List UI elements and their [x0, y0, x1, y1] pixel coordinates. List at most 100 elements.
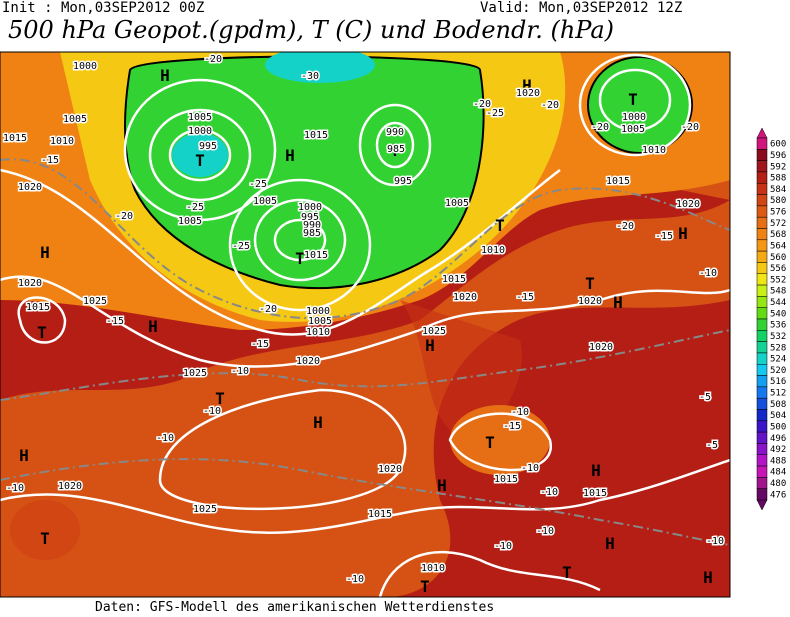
colorbar-label: 544: [770, 298, 786, 308]
contour-label: 1010: [481, 245, 505, 256]
contour-label: 1010: [50, 136, 74, 147]
pressure-center: T: [585, 274, 595, 293]
contour-label: -10: [203, 406, 221, 417]
colorbar-label: 564: [770, 241, 786, 251]
contour-label: 1020: [58, 481, 82, 492]
contour-label: 1005: [308, 316, 332, 327]
contour-label: -30: [301, 71, 319, 82]
colorbar-label: 504: [770, 411, 786, 421]
pressure-center: T: [215, 389, 225, 408]
colorbar-swatch: [756, 194, 768, 207]
colorbar-swatch: [756, 205, 768, 218]
colorbar-label: 532: [770, 332, 786, 342]
contour-label: 990: [303, 220, 321, 231]
colorbar-label: 560: [770, 253, 786, 263]
pressure-center: H: [437, 476, 447, 495]
colorbar-label: 552: [770, 275, 786, 285]
contour-label: -20: [591, 122, 609, 133]
contour-label: 1025: [83, 296, 107, 307]
contour-label: 995: [199, 141, 217, 152]
contour-label: 1015: [304, 130, 328, 141]
colorbar-label: 508: [770, 400, 786, 410]
contour-label: -15: [503, 421, 521, 432]
contour-label: 985: [387, 144, 405, 155]
pressure-center: T: [495, 216, 505, 235]
colorbar-swatch: [756, 273, 768, 286]
pressure-center: T: [420, 577, 430, 596]
pressure-center: H: [285, 146, 295, 165]
contour-label: -10: [521, 463, 539, 474]
contour-label: 1020: [589, 342, 613, 353]
contour-label: 1000: [622, 112, 646, 123]
colorbar-swatch: [756, 397, 768, 410]
contour-label: 1005: [188, 112, 212, 123]
pressure-center: T: [628, 90, 638, 109]
contour-label: 1015: [368, 509, 392, 520]
pressure-center: H: [703, 568, 713, 587]
colorbar-label: 512: [770, 389, 786, 399]
contour-label: -20: [681, 122, 699, 133]
pressure-center: H: [160, 66, 170, 85]
pressure-center: H: [613, 293, 623, 312]
contour-label: 1005: [63, 114, 87, 125]
contour-label: 1005: [253, 196, 277, 207]
pressure-center: T: [37, 323, 47, 342]
contour-label: 1020: [578, 296, 602, 307]
colorbar-label: 592: [770, 162, 786, 172]
colorbar-swatch: [756, 330, 768, 342]
colorbar-swatch: [756, 171, 768, 184]
colorbar-end: [756, 499, 768, 511]
pressure-center: H: [678, 224, 688, 243]
contour-label: 1025: [193, 504, 217, 515]
contour-label: -10: [536, 526, 554, 537]
colorbar-swatch: [756, 307, 768, 320]
colorbar-swatch: [756, 465, 768, 478]
contour-label: 1005: [621, 124, 645, 135]
colorbar-swatch: [756, 296, 768, 308]
contour-label: -15: [106, 316, 124, 327]
colorbar-label: 500: [770, 422, 786, 432]
contour-label: -20: [204, 54, 222, 65]
colorbar-swatch: [756, 364, 768, 376]
colorbar-label: 536: [770, 321, 786, 331]
colorbar-swatch: [756, 488, 768, 501]
colorbar-swatch: [756, 137, 768, 150]
contour-label: -20: [616, 221, 634, 232]
contour-label: -25: [249, 179, 267, 190]
colorbar-swatch: [756, 250, 768, 263]
contour-label: 1025: [422, 326, 446, 337]
colorbar-swatch: [756, 375, 768, 388]
contour-label: -25: [232, 241, 250, 252]
colorbar-label: 540: [770, 309, 786, 319]
contour-label: 1000: [188, 126, 212, 137]
pressure-center: H: [425, 336, 435, 355]
colorbar-swatch: [756, 386, 768, 399]
colorbar-label: 556: [770, 264, 786, 274]
contour-label: -10: [540, 487, 558, 498]
colorbar-label: 492: [770, 445, 786, 455]
colorbar-swatch: [756, 183, 768, 195]
pressure-center: H: [40, 243, 50, 262]
contour-label: -10: [699, 268, 717, 279]
contour-label: 1015: [304, 250, 328, 261]
colorbar-label: 488: [770, 456, 786, 466]
contour-label: 1020: [378, 464, 402, 475]
colorbar-label: 496: [770, 434, 786, 444]
contour-label: -10: [231, 366, 249, 377]
contour-label: 1005: [445, 198, 469, 209]
pressure-center: H: [19, 446, 29, 465]
colorbar-swatch: [756, 160, 768, 173]
colorbar-swatch: [756, 420, 768, 433]
contour-label: -10: [346, 574, 364, 585]
colorbar-end: [756, 127, 768, 139]
contour-label: 1010: [642, 145, 666, 156]
pressure-center: T: [295, 249, 305, 268]
pressure-center: T: [562, 563, 572, 582]
contour-label: 1005: [178, 216, 202, 227]
colorbar-label: 600: [770, 140, 786, 150]
contour-label: -20: [541, 100, 559, 111]
colorbar-label: 524: [770, 355, 786, 365]
contour-label: 1020: [676, 199, 700, 210]
map-title: 500 hPa Geopot.(gpdm), T (C) und Bodendr…: [8, 16, 615, 44]
